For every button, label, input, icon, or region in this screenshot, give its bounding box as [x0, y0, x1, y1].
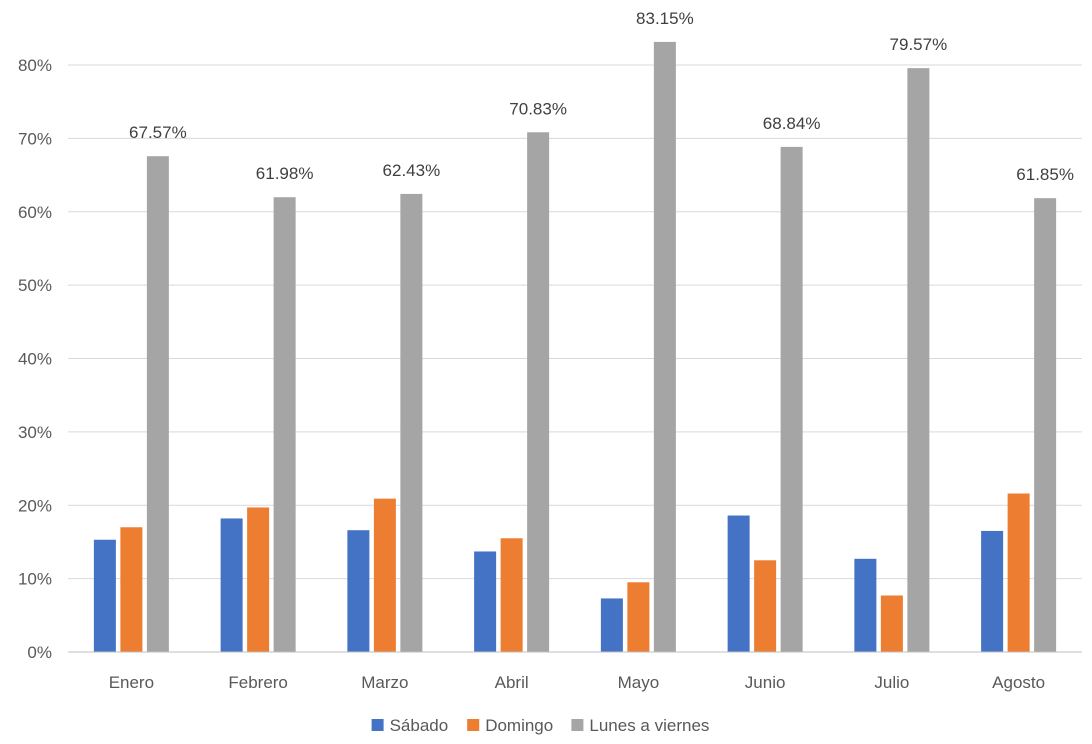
data-label: 70.83% [509, 99, 567, 118]
bar-lunes-a-viernes-febrero [273, 197, 296, 653]
x-tick-label: Agosto [992, 673, 1045, 692]
data-label: 68.84% [763, 114, 821, 133]
bar-sabado-agosto [981, 530, 1004, 652]
x-tick-label: Abril [495, 673, 529, 692]
bars [93, 41, 1057, 653]
legend-label: Sábado [390, 716, 449, 735]
bar-domingo-agosto [1007, 493, 1030, 652]
x-tick-label: Julio [874, 673, 909, 692]
bar-lunes-a-viernes-agosto [1034, 198, 1057, 652]
bar-sabado-febrero [220, 518, 243, 652]
y-tick-label: 10% [18, 570, 52, 589]
bar-lunes-a-viernes-julio [907, 68, 930, 652]
bar-sabado-abril [474, 551, 497, 652]
legend-swatch [467, 719, 480, 731]
bar-lunes-a-viernes-junio [780, 146, 803, 652]
bar-domingo-febrero [247, 507, 270, 652]
data-label: 61.98% [256, 164, 314, 183]
data-label: 62.43% [383, 161, 441, 180]
bar-domingo-julio [880, 595, 903, 652]
x-tick-label: Junio [745, 673, 786, 692]
legend-swatch [571, 719, 584, 731]
data-label: 67.57% [129, 123, 187, 142]
x-tick-label: Marzo [361, 673, 408, 692]
x-axis: Enero Febrero Marzo Abril Mayo Junio Julio Agos… [68, 651, 1082, 692]
bar-lunes-a-viernes-enero [146, 156, 169, 652]
legend-swatch [371, 719, 384, 731]
y-tick-label: 0% [27, 643, 52, 662]
bar-lunes-a-viernes-abril [527, 132, 550, 652]
y-axis: 0% 10% 20% 30% 40% 50% 60% 70% 80% [18, 56, 52, 662]
y-tick-label: 70% [18, 129, 52, 148]
legend-label: Domingo [485, 716, 553, 735]
data-label: 79.57% [890, 35, 948, 54]
bar-domingo-mayo [627, 582, 650, 652]
gridlines [68, 64, 1082, 580]
data-label: 83.15% [636, 9, 694, 28]
y-tick-label: 50% [18, 276, 52, 295]
bar-sabado-marzo [347, 530, 370, 652]
y-tick-label: 30% [18, 423, 52, 442]
data-label: 61.85% [1016, 165, 1074, 184]
bar-domingo-junio [754, 560, 777, 652]
bar-domingo-enero [120, 527, 143, 652]
x-tick-label: Enero [109, 673, 154, 692]
data-labels: 67.57% 61.98% 62.43% 70.83% 83.15% 68.84% 79.5… [129, 9, 1074, 184]
bar-sabado-junio [727, 515, 750, 652]
bar-sabado-julio [854, 558, 877, 652]
legend-label: Lunes a viernes [589, 716, 709, 735]
bar-domingo-abril [500, 538, 523, 652]
y-tick-label: 40% [18, 350, 52, 369]
y-tick-label: 20% [18, 496, 52, 515]
legend: Sábado Domingo Lunes a viernes [371, 716, 709, 735]
bar-sabado-mayo [600, 598, 623, 652]
x-tick-label: Mayo [618, 673, 660, 692]
bar-lunes-a-viernes-mayo [653, 41, 676, 652]
x-tick-label: Febrero [228, 673, 288, 692]
bar-sabado-enero [93, 539, 116, 652]
bar-lunes-a-viernes-marzo [400, 193, 423, 653]
y-tick-label: 60% [18, 203, 52, 222]
y-tick-label: 80% [18, 56, 52, 75]
bar-domingo-marzo [373, 498, 396, 652]
